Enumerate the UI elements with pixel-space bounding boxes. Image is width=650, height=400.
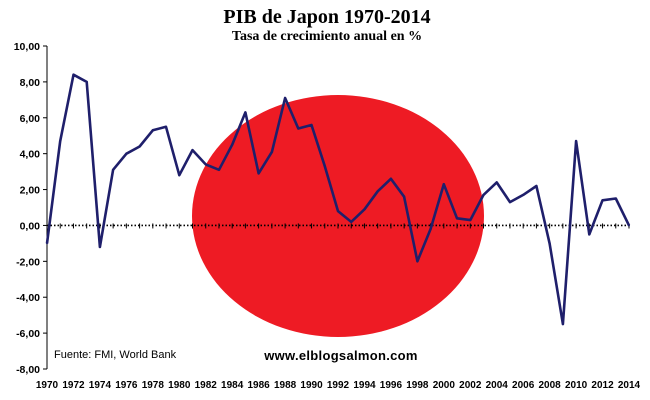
y-tick-label: -4,00 (16, 292, 40, 304)
y-tick-label: 8,00 (20, 77, 41, 89)
data-point (403, 195, 406, 198)
y-tick-label: 2,00 (20, 185, 41, 197)
x-tick-label: 2008 (539, 380, 562, 391)
source-label: Fuente: FMI, World Bank (54, 349, 177, 361)
x-tick-label: 2012 (591, 380, 614, 391)
data-point (284, 97, 287, 100)
data-point (204, 163, 207, 166)
data-point (125, 152, 128, 155)
x-tick-label: 1992 (327, 380, 350, 391)
chart-title: PIB de Japon 1970-2014 (223, 6, 430, 28)
data-point (72, 73, 75, 76)
x-tick-label: 1970 (36, 380, 59, 391)
x-tick-label: 1972 (62, 380, 85, 391)
watermark-label: www.elblogsalmon.com (263, 348, 418, 363)
data-point (85, 80, 88, 83)
x-tick-label: 1982 (195, 380, 218, 391)
series-layer (45, 73, 631, 326)
data-point (429, 228, 432, 231)
data-point (310, 123, 313, 126)
x-tick-label: 1996 (380, 380, 403, 391)
x-tick-label: 1984 (221, 380, 244, 391)
data-point (628, 224, 630, 227)
x-tick-label: 1986 (248, 380, 271, 391)
data-point (561, 323, 564, 326)
y-tick-label: -2,00 (16, 256, 40, 268)
data-point (508, 201, 511, 204)
y-tick-label: -6,00 (16, 328, 40, 340)
data-point (98, 245, 101, 248)
x-tick-label: 1988 (274, 380, 297, 391)
data-point (59, 140, 62, 143)
data-point (416, 260, 419, 263)
data-point (376, 190, 379, 193)
data-point (323, 165, 326, 168)
data-point (151, 129, 154, 132)
data-point (244, 111, 247, 114)
data-point (495, 181, 498, 184)
data-point (257, 172, 260, 175)
data-point (165, 125, 168, 128)
y-tick-label: 6,00 (20, 113, 41, 125)
data-point (270, 150, 273, 153)
data-point (469, 219, 472, 222)
x-tick-label: 1976 (115, 380, 138, 391)
y-tick-label: 4,00 (20, 149, 41, 161)
x-tick-label: 2014 (618, 380, 641, 391)
data-point (522, 193, 525, 196)
x-tick-label: 1990 (300, 380, 323, 391)
y-tick-label: 0,00 (20, 220, 41, 232)
data-point (363, 208, 366, 211)
data-point (217, 168, 220, 171)
x-tick-label: 2004 (486, 380, 509, 391)
y-axis: 10,00 8,00 6,00 4,00 2,00 0,00 -2,00 -4,00 -6,00… (14, 41, 48, 376)
data-point (178, 174, 181, 177)
data-point (297, 127, 300, 130)
data-point (389, 177, 392, 180)
x-tick-label: 2000 (433, 380, 456, 391)
data-point (456, 217, 459, 220)
x-tick-label: 1978 (142, 380, 165, 391)
x-tick-label: 1994 (353, 380, 376, 391)
x-tick-label: 1980 (168, 380, 191, 391)
x-tick-label: 1998 (406, 380, 429, 391)
data-point (350, 220, 353, 223)
data-point (337, 210, 339, 213)
y-tick-label: 10,00 (14, 41, 40, 53)
data-point (138, 145, 141, 148)
data-point (548, 242, 551, 245)
data-point (231, 143, 234, 146)
data-point (601, 199, 604, 202)
data-point (442, 183, 445, 186)
x-tick-label: 1974 (89, 380, 112, 391)
data-point (482, 193, 485, 196)
data-point (575, 140, 578, 143)
chart-subtitle: Tasa de crecimiento anual en % (232, 29, 422, 44)
data-point (535, 184, 538, 187)
data-point (46, 242, 48, 245)
data-point (191, 149, 194, 152)
x-axis: 1970 1972 1974 1976 1978 1980 1982 1984 1986 1988… (36, 223, 641, 391)
japan-flag-disc (192, 95, 484, 337)
data-point (614, 197, 617, 200)
x-tick-label: 2010 (565, 380, 588, 391)
x-tick-label: 2006 (512, 380, 535, 391)
y-tick-label: -8,00 (16, 364, 40, 376)
x-tick-label: 2002 (459, 380, 482, 391)
data-point (112, 168, 115, 171)
data-point (588, 233, 591, 236)
